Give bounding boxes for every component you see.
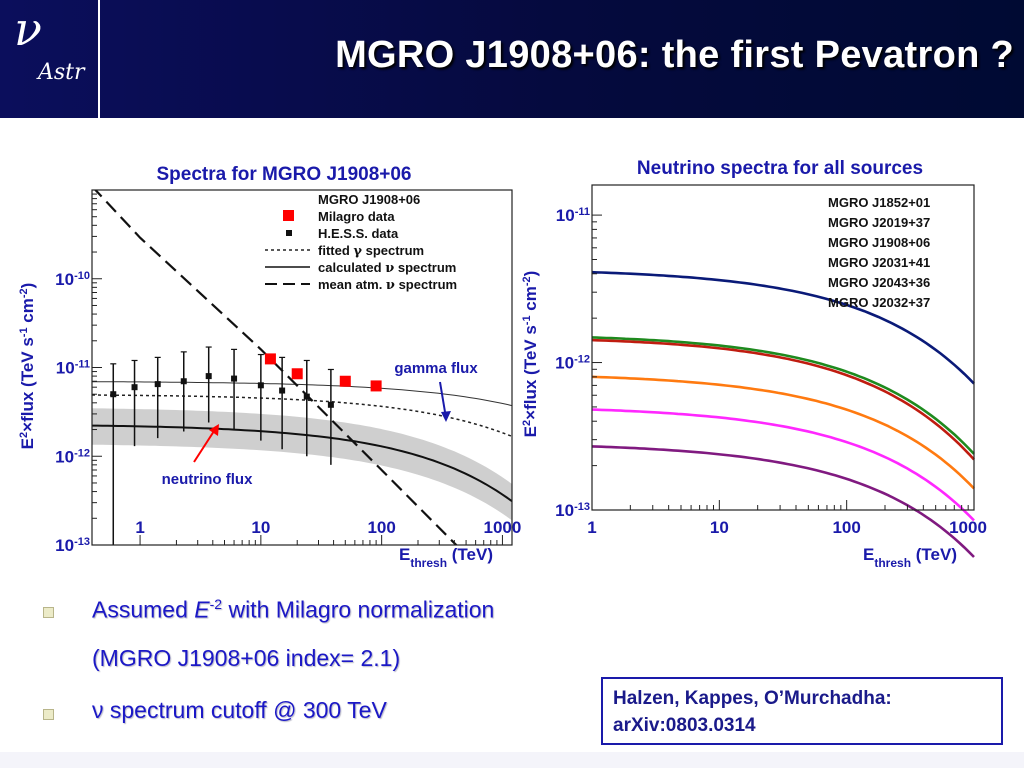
legend-entry-label: calculated ν spectrum <box>318 260 456 276</box>
right-plot-frame <box>591 184 975 511</box>
hess-data-point <box>257 382 264 389</box>
logo-text: Astr <box>38 60 85 85</box>
right-spectrum-chart: Neutrino spectra for all sources E2×flux… <box>521 158 987 570</box>
citation-authors: Halzen, Kappes, O’Murchadha: <box>613 688 892 709</box>
legend-entry-label: MGRO J1908+06 <box>318 192 420 207</box>
calculated-nu-curve <box>92 424 512 503</box>
right-plot-area <box>591 214 975 558</box>
left-y-tick-label: 10-13 <box>55 536 90 555</box>
right-y-tick-label: 10-13 <box>555 501 590 520</box>
milagro-data-point <box>339 375 351 387</box>
hess-data-point <box>231 375 238 382</box>
nu-symbol: ν <box>92 697 104 723</box>
citation-arxiv: arXiv:0803.0314 <box>613 715 756 736</box>
series-curve-mgro-j2031-41 <box>591 375 975 490</box>
milagro-data-point <box>291 368 303 380</box>
legend-hess-marker <box>286 230 292 236</box>
neutrino-uncertainty-band <box>92 408 512 521</box>
right-y-tick-label: 10-11 <box>556 206 590 225</box>
right-x-tick-label: 10 <box>710 518 729 537</box>
gamma-arrow-head <box>441 411 451 422</box>
left-x-tick-label: 1000 <box>484 518 522 537</box>
left-plot-area <box>92 190 512 545</box>
left-y-tick-labels: 10-13 10-12 10-11 10-10 <box>55 270 90 555</box>
left-x-tick-labels: 1 10 100 1000 <box>135 518 521 537</box>
series-curve-mgro-j1852-01 <box>591 270 975 385</box>
hess-data-point <box>327 401 334 408</box>
fitted-gamma-curve <box>92 394 512 438</box>
logo-divider <box>98 0 100 118</box>
series-curve-mgro-j2019-37 <box>591 336 975 455</box>
right-legend-entry: MGRO J1852+01 <box>828 195 930 210</box>
left-x-axis-label: Ethresh (TeV) <box>399 545 493 570</box>
neutrino-arrow-head <box>209 424 219 436</box>
left-plot-content <box>92 190 512 545</box>
legend-entry-label: H.E.S.S. data <box>318 226 399 241</box>
slide-header: ν Astr MGRO J1908+06: the first Pevatron… <box>0 0 1024 118</box>
left-y-tick-label: 10-12 <box>55 447 90 466</box>
hess-data-point <box>110 391 117 398</box>
neutrino-flux-arrow <box>193 427 217 463</box>
series-curve-mgro-j2043-36 <box>591 408 975 522</box>
footer-strip <box>0 752 1024 768</box>
left-y-tick-label: 10-11 <box>56 359 90 378</box>
right-x-tick-labels: 1 10 100 1000 <box>587 518 987 537</box>
hess-data-point <box>205 373 212 380</box>
left-x-tick-label: 100 <box>367 518 395 537</box>
right-y-tick-label: 10-12 <box>555 354 590 373</box>
right-legend: MGRO J1852+01 MGRO J2019+37 MGRO J1908+06 M… <box>828 195 930 310</box>
right-legend-entry: MGRO J2019+37 <box>828 215 930 230</box>
bullet-2: ν spectrum cutoff @ 300 TeV <box>92 697 387 723</box>
series-curve-mgro-j2032-37 <box>591 445 975 558</box>
bullet-1-line-1: Assumed E-2 with Milagro normalization <box>92 596 495 623</box>
milagro-data-point <box>264 353 276 365</box>
right-chart-title: Neutrino spectra for all sources <box>637 158 923 179</box>
slide-title: MGRO J1908+06: the first Pevatron ? <box>335 34 1014 76</box>
left-x-tick-label: 1 <box>135 518 144 537</box>
left-spectrum-chart: Spectra for MGRO J1908+06 E2×flux (TeV s… <box>18 164 521 570</box>
right-legend-entry: MGRO J2032+37 <box>828 295 930 310</box>
right-x-axis-label: Ethresh (TeV) <box>863 545 957 570</box>
left-y-axis-label: E2×flux (TeV s-1 cm-2) <box>18 283 37 450</box>
bullet-marker-2 <box>43 709 54 720</box>
hess-data-point <box>279 387 286 394</box>
right-y-tick-labels: 10-13 10-12 10-11 <box>555 206 590 520</box>
right-legend-entry: MGRO J2031+41 <box>828 255 930 270</box>
hess-data-point <box>131 384 138 391</box>
left-chart-title: Spectra for MGRO J1908+06 <box>156 164 411 185</box>
legend-entry-label: mean atm. ν spectrum <box>318 277 457 293</box>
nu-logo-symbol: ν <box>14 2 42 56</box>
left-x-tick-label: 10 <box>251 518 270 537</box>
right-x-tick-label: 1 <box>587 518 596 537</box>
hess-data-point <box>180 378 187 385</box>
bullet-marker-1 <box>43 607 54 618</box>
hess-data-point <box>303 393 310 400</box>
neutrino-flux-label: neutrino flux <box>162 471 253 488</box>
atm-nu-curve <box>93 190 458 545</box>
right-legend-entry: MGRO J2043+36 <box>828 275 930 290</box>
series-curve-mgro-j1908-06 <box>591 338 975 461</box>
left-plot-frame <box>91 189 513 546</box>
gamma-flux-label: gamma flux <box>394 360 478 377</box>
right-x-tick-label: 1000 <box>949 518 987 537</box>
left-y-tick-label: 10-10 <box>55 270 90 289</box>
legend-entry-label: Milagro data <box>318 209 395 224</box>
bullet-1-line-2: (MGRO J1908+06 index= 2.1) <box>92 645 401 671</box>
hess-data-point <box>154 381 161 388</box>
left-legend: MGRO J1908+06 Milagro data H.E.S.S. data fi… <box>265 192 457 293</box>
milagro-data-point <box>370 380 382 392</box>
legend-milagro-marker <box>283 210 294 221</box>
right-y-axis-label: E2×flux (TeV s-1 cm-2) <box>521 271 540 438</box>
legend-entry-label: fitted γ spectrum <box>318 243 424 259</box>
citation-box: Halzen, Kappes, O’Murchadha: arXiv:0803.… <box>601 677 1003 745</box>
right-legend-entry: MGRO J1908+06 <box>828 235 930 250</box>
right-x-tick-label: 100 <box>832 518 860 537</box>
